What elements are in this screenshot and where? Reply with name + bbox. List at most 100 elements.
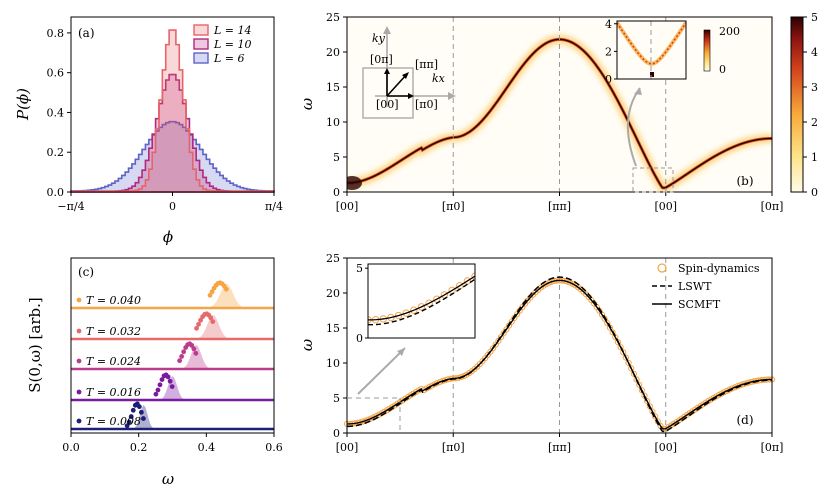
spin-dynamics-point (614, 338, 622, 346)
lswt-curve (346, 276, 772, 433)
panel-d-label: (d) (736, 413, 753, 427)
series-T0008: T = 0.008 (71, 401, 274, 431)
panel-c-label: (c) (78, 265, 94, 279)
spectrum-point (138, 409, 144, 415)
spin-dynamics-point (604, 320, 611, 327)
histogram-l6 (70, 120, 275, 193)
panel-c-xlabel: ω (162, 470, 174, 488)
spin-dynamics-point (737, 382, 744, 389)
series-T0032: T = 0.032 (71, 311, 274, 341)
spin-dynamics-point (652, 413, 659, 420)
temperature-label: T = 0.032 (86, 325, 141, 338)
temperature-label: T = 0.040 (86, 294, 141, 307)
spin-dynamics-point (622, 354, 630, 361)
legend-swatch (193, 52, 209, 64)
x-tick-label: [00] (336, 200, 359, 213)
spectrum-point (198, 317, 203, 323)
spectrum-point (126, 419, 132, 425)
y-tick-label: 20 (326, 46, 340, 59)
spin-dynamics-point (644, 397, 651, 405)
spectrum-point (179, 354, 185, 359)
x-tick-label: [ππ] (548, 441, 571, 454)
y-tick-label: 0 (333, 186, 340, 199)
x-tick-label: [π0] (442, 200, 465, 213)
panel-d-zoom-inset: 05 (356, 262, 476, 345)
inset-colorbar-min: 0 (719, 63, 726, 76)
y-tick-label: 0.4 (47, 106, 65, 119)
inset-colorbar-max: 200 (719, 25, 740, 38)
colorbar-tick-label: 1 (811, 151, 818, 164)
spectrum-point (209, 289, 215, 295)
panel-d-ylabel: ω (298, 339, 316, 351)
inset-y-tick-label: 2 (605, 45, 612, 58)
spectrum-point (165, 374, 171, 380)
y-tick-label: 10 (326, 116, 340, 129)
y-tick-label: 10 (326, 357, 340, 370)
spin-dynamics-point (620, 349, 627, 356)
zoom-arrowhead-d (397, 348, 405, 356)
inset-lswt-curve (368, 278, 475, 326)
colorbar-tick-label: 4 (811, 46, 818, 59)
zoom-arrow-d (357, 347, 406, 395)
spectrum-point (155, 387, 161, 393)
label-dot (76, 389, 82, 395)
label-dot (76, 297, 82, 303)
x-tick-label: 0.4 (198, 441, 216, 454)
inset-colorbar (703, 29, 711, 72)
spectra-series: T = 0.040 T = 0.032 T = 0.024 T = 0.016 T = … (71, 280, 274, 431)
series-T0024: T = 0.024 (71, 341, 274, 371)
brillouin-zone-inset: ky kx [0π] [ππ] [00] [π0] (362, 26, 456, 119)
spin-dynamics-point (628, 365, 635, 372)
legend-swatch (193, 38, 209, 50)
colorbar-tick-label: 5 (811, 11, 818, 24)
y-tick-label: 25 (326, 252, 340, 265)
panel-c-axes: 0.0 0.2 0.4 0.6 (62, 433, 283, 454)
y-tick-label: 0.0 (47, 186, 65, 199)
legend-label: Spin-dynamics (678, 262, 760, 275)
colorbar-gradient (790, 16, 804, 193)
temperature-label: T = 0.016 (86, 386, 141, 399)
panel-c-ylabel: S(0,ω) [arb.] (26, 297, 44, 392)
panel-c-spectra: T = 0.040 T = 0.032 T = 0.024 T = 0.016 T = … (26, 257, 283, 488)
label-dot (76, 328, 82, 334)
spin-dynamics-point (636, 381, 643, 388)
panel-d-gridlines (452, 258, 667, 433)
x-tick-label: 0.2 (130, 441, 148, 454)
main-colorbar: 0 1 2 3 4 5 (790, 11, 818, 199)
legend-swatch (193, 24, 209, 36)
spectrum-point (159, 377, 165, 383)
inset-y-tick-label: 5 (356, 262, 363, 275)
legend-label: L = 6 (213, 52, 245, 65)
spectrum-point (193, 350, 199, 356)
legend-label: L = 10 (213, 38, 252, 51)
spectrum-point (181, 349, 187, 355)
spin-dynamics-point (359, 418, 367, 425)
x-tick-label: 0 (169, 200, 176, 213)
zoom-arrowhead (634, 88, 642, 95)
spectrum-point (128, 414, 134, 419)
inset-spin-dynamics-point (410, 306, 418, 314)
y-tick-label: 0.2 (47, 146, 65, 159)
y-tick-label: 20 (326, 287, 340, 300)
inset-spin-dynamics-point (425, 299, 433, 307)
x-tick-label: 0.0 (62, 441, 80, 454)
x-tick-label: [0π] (761, 441, 784, 454)
histogram-bars (70, 29, 275, 193)
y-tick-label: 5 (333, 392, 340, 405)
inset-d-axes: 05 (356, 262, 368, 345)
scmft-curve (346, 279, 773, 430)
spectrum-point (169, 384, 175, 390)
panel-a-ylabel: P(ϕ) (14, 88, 32, 121)
spectrum-point (153, 391, 159, 397)
colorbar-tick-label: 3 (811, 81, 818, 94)
x-tick-label: [00] (336, 441, 359, 454)
x-tick-label: −π/4 (57, 200, 84, 213)
bz-ky-label: ky (372, 32, 386, 45)
y-tick-label: 0 (333, 427, 340, 440)
inset-scmft-curve (368, 275, 475, 321)
bz-point-pi0: [π0] (415, 98, 438, 111)
spectrum-point (124, 423, 130, 429)
